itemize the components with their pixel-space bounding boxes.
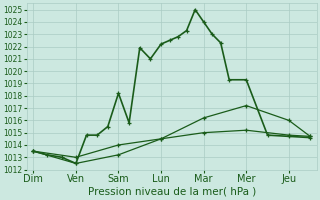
X-axis label: Pression niveau de la mer( hPa ): Pression niveau de la mer( hPa ) <box>88 187 256 197</box>
